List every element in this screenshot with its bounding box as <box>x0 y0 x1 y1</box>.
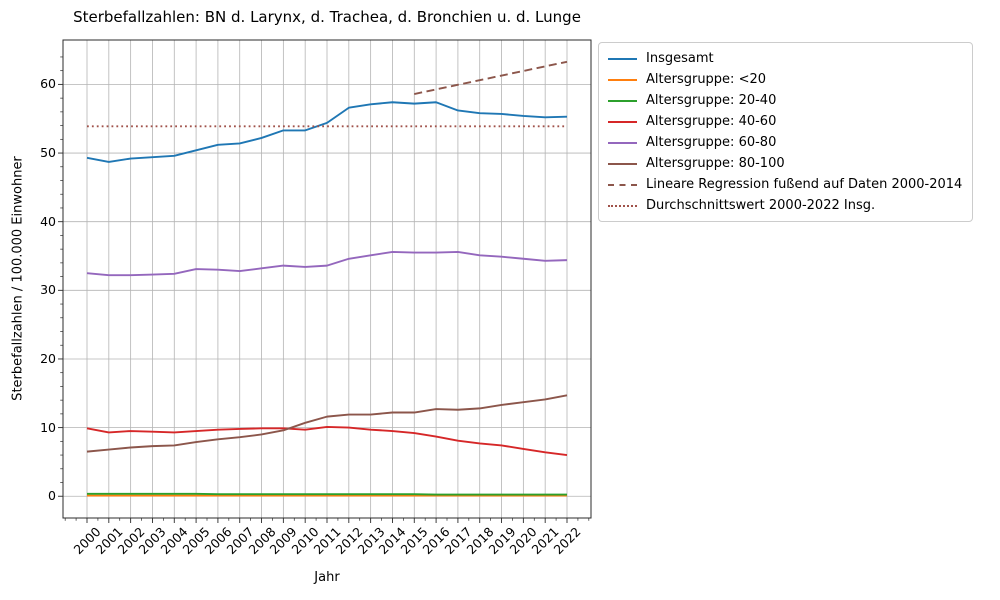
legend-label: Durchschnittswert 2000-2022 Insg. <box>646 198 876 213</box>
series-line-altersgruppe-40-60 <box>86 425 568 457</box>
legend-label: Altersgruppe: <20 <box>646 72 767 87</box>
legend-label: Altersgruppe: 40-60 <box>646 114 777 129</box>
legend-line-sample-icon <box>608 204 637 207</box>
series-line-altersgruppe-60-80 <box>86 250 568 277</box>
legend-line-sample-icon <box>608 162 637 165</box>
y-tick-label: 60 <box>40 76 56 92</box>
series-line-altersgruppe-80-100 <box>86 394 568 453</box>
legend-line-sample-icon <box>608 99 637 102</box>
legend-line-sample-icon <box>608 57 637 60</box>
y-tick-label: 10 <box>40 419 56 435</box>
legend-item: Altersgruppe: 40-60 <box>608 113 962 130</box>
legend-line-sample-icon <box>608 78 637 81</box>
x-axis-label: Jahr <box>314 570 340 585</box>
legend-label: Altersgruppe: 60-80 <box>646 135 777 150</box>
y-tick-label: 0 <box>48 488 56 504</box>
series-line-insgesamt <box>86 101 568 163</box>
legend-item: Altersgruppe: 60-80 <box>608 134 962 151</box>
chart-title: Sterbefallzahlen: BN d. Larynx, d. Trach… <box>73 8 581 26</box>
legend-line-sample-icon <box>608 141 637 144</box>
series-line-lineare-regression-fu-end-auf-daten-2000-2014 <box>414 60 568 95</box>
series-line-altersgruppe-20-40 <box>87 492 567 496</box>
y-tick-label: 30 <box>40 282 56 298</box>
legend-item: Durchschnittswert 2000-2022 Insg. <box>608 197 962 214</box>
y-tick-label: 40 <box>40 213 56 229</box>
legend-label: Altersgruppe: 80-100 <box>646 156 785 171</box>
axes-frame <box>62 39 592 519</box>
legend-label: Altersgruppe: 20-40 <box>646 93 777 108</box>
legend-item: Altersgruppe: <20 <box>608 71 962 88</box>
legend-line-sample-icon <box>608 120 637 123</box>
y-tick-label: 50 <box>40 145 56 161</box>
legend: Insgesamt Altersgruppe: <20 Altersgruppe: … <box>598 42 974 222</box>
legend-item: Insgesamt <box>608 50 962 67</box>
legend-line-sample-icon <box>608 183 637 186</box>
legend-item: Altersgruppe: 80-100 <box>608 155 962 172</box>
legend-label: Lineare Regression fußend auf Daten 2000… <box>646 177 963 192</box>
legend-item: Altersgruppe: 20-40 <box>608 92 962 109</box>
legend-item: Lineare Regression fußend auf Daten 2000… <box>608 176 962 193</box>
y-tick-label: 20 <box>40 350 56 366</box>
legend-label: Insgesamt <box>646 51 714 66</box>
